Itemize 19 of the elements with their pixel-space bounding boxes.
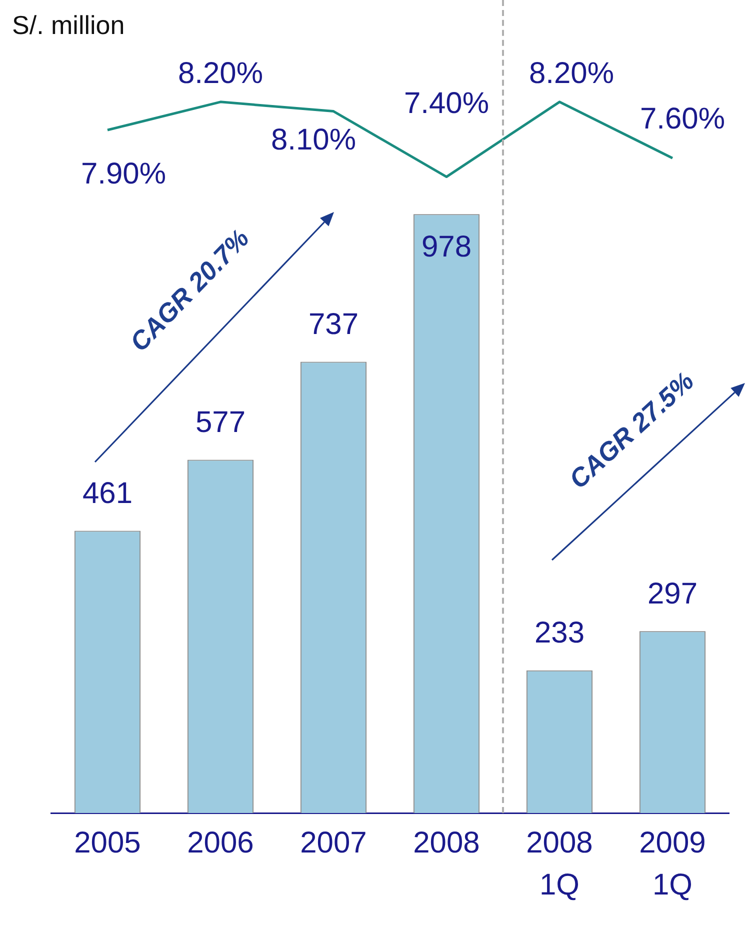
x-tick-label: 2008 1Q	[526, 826, 593, 902]
data-label: 7.90%	[80, 157, 166, 190]
data-label: 461	[82, 477, 133, 510]
data-label: 8.20%	[528, 57, 614, 90]
data-label: 8.20%	[178, 57, 264, 90]
x-tick-label: 2009 1Q	[639, 826, 706, 902]
data-label: 978	[421, 230, 472, 264]
x-tick-label: 2006	[187, 826, 254, 860]
data-label: 577	[195, 406, 246, 439]
data-label: 737	[308, 308, 359, 342]
text: S/. million	[12, 10, 125, 41]
x-tick-label: 2005	[74, 826, 141, 860]
data-label: 297	[647, 577, 698, 610]
data-label: 8.10%	[270, 124, 356, 157]
data-label: 7.40%	[404, 87, 490, 120]
data-label: 233	[534, 616, 585, 650]
x-tick-label: 2007	[300, 826, 367, 860]
data-label: 7.60%	[640, 102, 726, 136]
x-tick-label: 2008	[413, 826, 480, 860]
